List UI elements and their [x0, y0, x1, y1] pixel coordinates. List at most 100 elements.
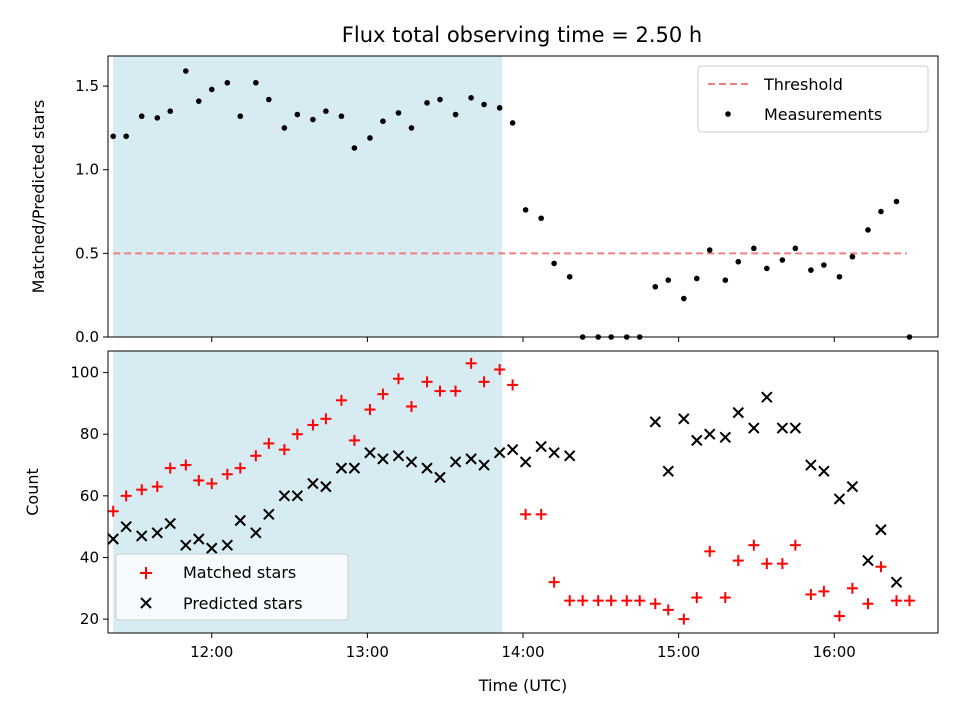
predicted-stars-point [364, 446, 376, 459]
predicted-stars-point [789, 422, 802, 434]
predicted-stars-point [335, 462, 348, 474]
matched-stars-point [307, 419, 319, 431]
measurement-point [652, 284, 659, 290]
matched-stars-point [805, 588, 817, 600]
top-legend-box [697, 65, 929, 133]
predicted-stars-point [234, 514, 246, 527]
measurement-point [224, 79, 231, 86]
matched-stars-point [221, 468, 233, 480]
measurement-point [538, 215, 544, 222]
matched-stars-point [478, 376, 490, 388]
bottom-yticks: 20 40 60 80 100 [70, 364, 108, 628]
predicted-stars-point [691, 434, 703, 447]
predicted-stars-point [206, 542, 218, 554]
matched-stars-point [846, 582, 858, 594]
measurement-point [395, 110, 402, 116]
matched-stars-point [761, 558, 773, 570]
predicted-stars-point [519, 456, 532, 468]
bottom-xticks: 12:00 13:00 14:00 15:00 16:00 [190, 633, 856, 661]
measurement-point [237, 113, 244, 120]
top-ytick-label: 1.0 [75, 161, 99, 179]
matched-stars-point [548, 576, 560, 588]
measurement-point [779, 257, 786, 263]
matched-stars-point [789, 539, 801, 551]
predicted-stars-point [221, 539, 234, 551]
matched-stars-point [107, 505, 119, 517]
predicted-stars-point [263, 508, 275, 521]
measurement-point [496, 105, 503, 111]
matched-stars-point [320, 413, 332, 425]
top-yticks: 0.0 0.5 1.0 1.5 [75, 77, 108, 346]
measurement-point [323, 108, 329, 114]
matched-stars-point [180, 459, 192, 471]
predicted-stars-point [493, 446, 506, 459]
matched-stars-point [748, 539, 760, 551]
bot-xtick-label: 14:00 [501, 643, 544, 661]
matched-stars-point [335, 394, 347, 406]
matched-stars-point [862, 598, 874, 610]
measurement-point [367, 135, 373, 141]
measurement-point [208, 86, 215, 93]
matched-stars-point [605, 595, 617, 607]
predicted-stars-point [348, 462, 361, 474]
matched-stars-point [234, 462, 246, 474]
bottom-legend-predicted-label: Predicted stars [183, 594, 303, 613]
matched-stars-point [151, 481, 163, 493]
bot-xtick-label: 15:00 [657, 643, 700, 661]
measurement-point [110, 133, 116, 140]
matched-stars-point [348, 434, 360, 446]
measurement-point [123, 133, 129, 140]
predicted-stars-point [465, 453, 477, 465]
measurement-point [808, 267, 814, 273]
bottom-marks [107, 357, 915, 625]
measurement-point [836, 273, 843, 280]
measurement-point [452, 111, 459, 118]
measurement-point [693, 275, 700, 282]
predicted-stars-point [421, 462, 433, 474]
matched-stars-point [364, 404, 376, 416]
top-legend-threshold-label: Threshold [763, 75, 843, 94]
predicted-stars-point [776, 422, 789, 434]
matched-stars-point [891, 595, 902, 607]
predicted-stars-point [563, 450, 576, 462]
predicted-stars-point [649, 416, 661, 428]
measurement-point [509, 120, 516, 126]
matched-stars-point [732, 555, 744, 567]
predicted-stars-point [833, 493, 846, 505]
measurement-point [183, 68, 189, 74]
bot-xtick-label: 16:00 [813, 643, 856, 661]
predicted-stars-point [506, 443, 519, 456]
matched-stars-point [494, 363, 506, 375]
top-ytick-label: 1.5 [75, 77, 99, 95]
measurement-point [380, 118, 386, 125]
predicted-stars-point [662, 465, 674, 477]
matched-stars-point [250, 450, 262, 462]
measurement-point [266, 96, 272, 103]
x-axis-label: Time (UTC) [478, 676, 567, 695]
bottom-legend-matched-swatch [140, 567, 152, 579]
measurement-point [468, 95, 474, 101]
matched-stars-point [291, 428, 303, 440]
matched-stars-point [704, 545, 716, 557]
matched-stars-point [393, 373, 404, 385]
predicted-stars-point [862, 554, 874, 567]
measurement-point [424, 100, 430, 106]
measurement-point [522, 207, 529, 213]
bottom-y-axis-label: Count [23, 468, 42, 516]
measurement-point [849, 253, 856, 260]
measurement-point [281, 125, 288, 131]
measurement-point [195, 98, 202, 104]
matched-stars-point [434, 385, 446, 397]
matched-stars-point [875, 561, 887, 573]
predicted-stars-point [250, 527, 262, 539]
predicted-stars-point [846, 480, 859, 493]
matched-stars-point [535, 508, 547, 520]
predicted-stars-point [535, 440, 547, 453]
matched-stars-point [520, 508, 532, 520]
predicted-stars-point [719, 431, 732, 444]
matched-stars-point [263, 437, 275, 449]
top-ytick-label: 0.5 [75, 244, 99, 262]
matched-stars-point [662, 604, 674, 616]
matched-stars-point [377, 388, 389, 400]
top-panel: 0.0 0.5 1.0 1.5 Matched/Predicted stars Thr… [29, 55, 939, 346]
